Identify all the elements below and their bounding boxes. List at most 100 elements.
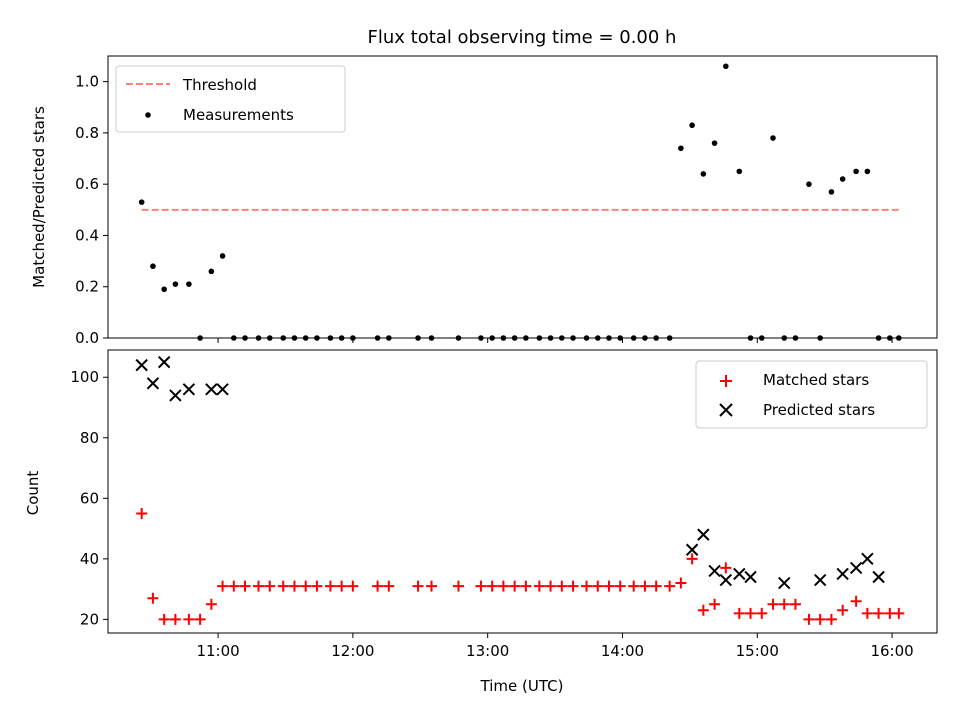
- ratio-plot-frame: [107, 55, 938, 339]
- y-tick-label: 0.0: [75, 329, 99, 347]
- matched-star-point: [239, 580, 251, 592]
- measurement-point: [853, 168, 859, 175]
- matched-star-point: [789, 598, 801, 610]
- matched-star-point: [628, 580, 640, 592]
- measurement-point: [338, 335, 345, 341]
- matched-star-point: [136, 507, 148, 519]
- count-panel: 20 40 60 80 100 11:00 12:00 13:00 14:00 15:00 16:…: [24, 349, 938, 660]
- matched-star-point: [709, 598, 721, 610]
- predicted-star-point: [872, 570, 885, 584]
- x-tick-label: 11:00: [196, 642, 239, 660]
- matched-star-point: [545, 580, 557, 592]
- ratio-y-axis-label: Matched/Predicted stars: [30, 106, 48, 288]
- matched-star-point: [288, 580, 300, 592]
- matched-star-point: [745, 607, 757, 619]
- matched-star-point: [639, 580, 651, 592]
- y-tick-label: 40: [80, 550, 99, 568]
- measurements-legend-label: Measurements: [183, 106, 294, 124]
- matched-star-point: [205, 598, 217, 610]
- predicted-star-point: [778, 576, 791, 590]
- matched-star-point: [336, 580, 348, 592]
- measurement-point: [186, 281, 192, 287]
- matched-star-point: [217, 580, 229, 592]
- measurement-point: [150, 263, 156, 270]
- matched-star-point: [664, 580, 676, 592]
- matched-star-point: [300, 580, 312, 592]
- matched-star-point: [893, 607, 905, 619]
- y-tick-label: 0.4: [75, 226, 99, 244]
- predicted-star-point: [836, 567, 849, 581]
- measurement-point: [617, 335, 624, 341]
- figure-title: Flux total observing time = 0.00 h: [368, 27, 677, 48]
- matched-star-point: [803, 613, 815, 625]
- matched-star-point: [147, 592, 159, 604]
- matched-star-point: [509, 580, 521, 592]
- measurement-point: [875, 335, 882, 341]
- measurements-legend-swatch: [145, 112, 151, 118]
- predicted-star-point: [733, 567, 746, 581]
- ratio-legend: Threshold Measurements: [115, 65, 346, 133]
- measurement-point: [489, 335, 495, 341]
- matched-star-point: [311, 580, 323, 592]
- predicted-star-point: [169, 389, 182, 402]
- measurement-point: [280, 335, 287, 341]
- matched-star-point: [733, 607, 745, 619]
- measurement-point: [839, 176, 846, 182]
- matched-star-point: [756, 607, 768, 619]
- predicted-star-point: [135, 358, 148, 372]
- measurement-point: [770, 135, 776, 141]
- matched-star-point: [861, 607, 873, 619]
- predicted-star-point: [182, 383, 196, 396]
- count-y-axis-label: Count: [24, 471, 42, 516]
- matched-star-point: [720, 562, 732, 574]
- count-plot-frame: [107, 349, 938, 634]
- y-tick-label: 20: [80, 610, 99, 628]
- matched-star-point: [169, 613, 181, 625]
- measurement-point: [231, 335, 237, 341]
- measurement-point: [327, 335, 334, 341]
- measurement-point: [896, 335, 902, 341]
- matched-star-point: [567, 580, 579, 592]
- y-tick-label: 100: [70, 368, 99, 386]
- measurement-point: [428, 335, 435, 341]
- predicted-star-point: [719, 573, 733, 587]
- matched-star-point: [520, 580, 532, 592]
- measurement-point: [547, 335, 554, 341]
- matched-star-point: [686, 553, 698, 565]
- matched-star-point: [158, 613, 170, 625]
- measurement-point: [242, 335, 248, 341]
- measurement-point: [208, 268, 215, 275]
- matched-star-point: [825, 613, 837, 625]
- measurement-point: [828, 189, 835, 195]
- measurement-point: [758, 335, 765, 341]
- matched-star-point: [778, 598, 790, 610]
- matched-star-point: [603, 580, 615, 592]
- matched-star-point: [228, 580, 240, 592]
- measurement-point: [455, 335, 462, 341]
- y-tick-label: 60: [80, 489, 99, 507]
- matched-star-point: [264, 580, 276, 592]
- measurement-point: [386, 335, 392, 341]
- y-tick-label: 1.0: [75, 73, 99, 91]
- measurement-point: [197, 335, 203, 341]
- x-tick-label: 13:00: [466, 642, 509, 660]
- matched-star-point: [767, 598, 779, 610]
- matched-star-point: [556, 580, 568, 592]
- y-tick-label: 0.2: [75, 278, 99, 296]
- matched-star-point: [277, 580, 289, 592]
- measurement-point: [689, 122, 695, 129]
- matched-star-point: [253, 580, 265, 592]
- measurement-point: [678, 145, 684, 152]
- predicted-star-point: [697, 528, 710, 541]
- measurement-point: [711, 140, 718, 146]
- measurement-point: [138, 199, 145, 205]
- measurement-point: [219, 253, 226, 259]
- predicted-star-point: [744, 570, 757, 584]
- predicted-star-point: [685, 543, 699, 556]
- ratio-legend-box: [115, 65, 346, 133]
- matched-legend-swatch: [720, 375, 732, 387]
- measurement-point: [500, 335, 507, 341]
- matched-star-point: [412, 580, 424, 592]
- x-tick-label: 14:00: [601, 642, 644, 660]
